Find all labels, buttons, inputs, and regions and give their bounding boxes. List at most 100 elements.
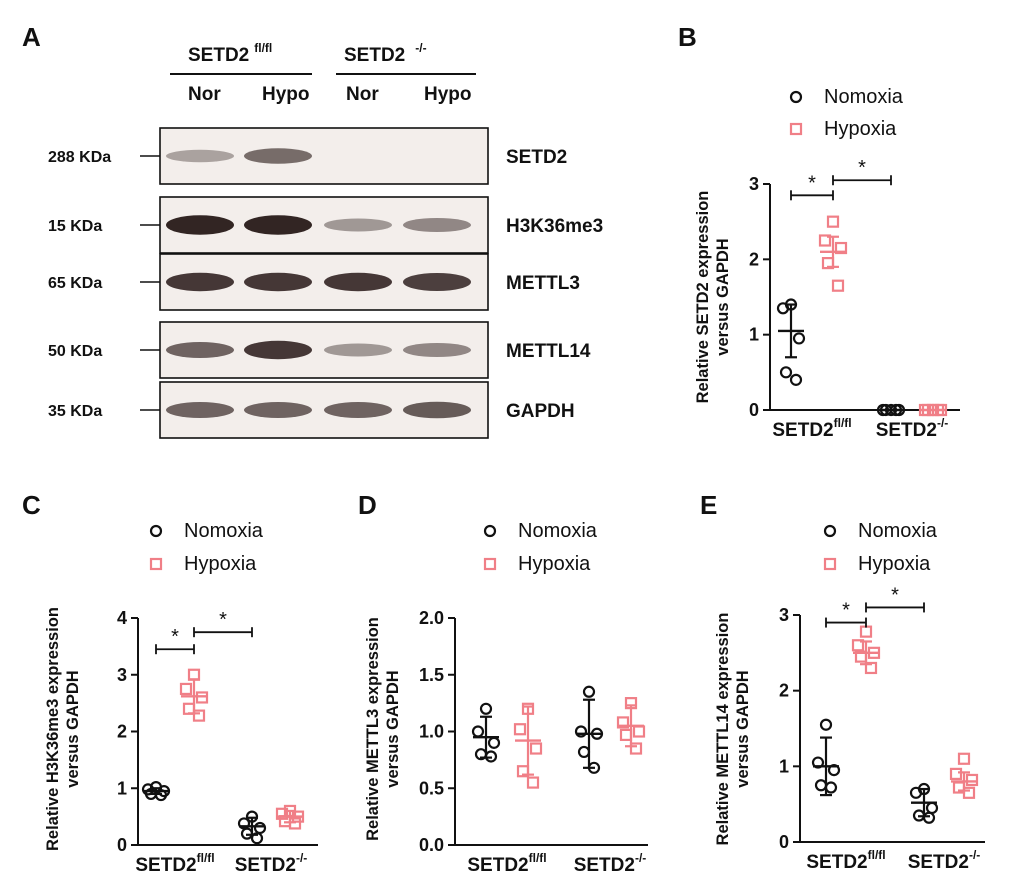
data-point-nomoxia bbox=[779, 366, 793, 379]
x-group-name: SETD2 bbox=[135, 855, 196, 876]
legend-label-nomoxia: Nomoxia bbox=[858, 520, 938, 542]
y-tick-label: 0 bbox=[117, 835, 127, 855]
data-point-hypoxia bbox=[867, 646, 881, 659]
y-axis-label: Relative METTL3 expression versus GAPDH bbox=[364, 617, 402, 841]
chart-b: B Nomoxia Hypoxia 0 1 2 3 Relative SETD2 expres… bbox=[678, 22, 960, 441]
blot-frame bbox=[159, 321, 489, 379]
data-point-hypoxia bbox=[291, 810, 305, 823]
y-axis-label: Relative SETD2 expression versus GAPDH bbox=[694, 191, 732, 404]
data-point-nomoxia bbox=[484, 750, 498, 763]
data-point-hypoxia bbox=[965, 773, 979, 787]
y-tick-label: 2 bbox=[117, 722, 127, 742]
blot-band bbox=[324, 343, 392, 357]
data-point-nomoxia bbox=[250, 832, 264, 845]
y-axis-label: Relative H3K36me3 expression versus GAPDH bbox=[44, 607, 82, 851]
panel-letter-a: A bbox=[22, 22, 41, 52]
panel-a: A SETD2 fl/fl SETD2 -/- Nor Hypo Nor Hypo … bbox=[22, 22, 603, 439]
x-group-name: SETD2 bbox=[806, 852, 867, 873]
y-axis-label-line-1: Relative METTL3 expression bbox=[364, 617, 382, 841]
y-tick-label: 3 bbox=[749, 174, 759, 194]
y-tick-label: 1 bbox=[117, 778, 127, 798]
kda-label: 65 KDa bbox=[48, 275, 102, 292]
data-point-nomoxia bbox=[819, 718, 833, 731]
data-point-hypoxia bbox=[275, 807, 289, 820]
lane-label-2: Hypo bbox=[262, 84, 310, 105]
y-tick-label: 0 bbox=[749, 400, 759, 420]
x-group-label: SETD2fl/fl bbox=[806, 848, 885, 873]
legend-label-hypoxia: Hypoxia bbox=[184, 553, 257, 575]
data-point-hypoxia bbox=[529, 742, 543, 755]
blot-row: 65 KDa METTL3 bbox=[48, 253, 580, 311]
data-point-nomoxia bbox=[792, 332, 806, 345]
data-point-nomoxia bbox=[909, 786, 923, 799]
blot-band bbox=[166, 272, 234, 292]
data-point-hypoxia bbox=[192, 709, 206, 722]
blot-row: 288 KDa SETD2 bbox=[48, 127, 567, 185]
data-point-hypoxia bbox=[854, 650, 868, 663]
y-axis-label-line-2: versus GAPDH bbox=[384, 670, 402, 787]
lane-label-3: Nor bbox=[346, 84, 379, 105]
y-tick-label: 2 bbox=[749, 249, 759, 269]
blot-band bbox=[244, 148, 312, 164]
data-point-hypoxia bbox=[619, 728, 633, 742]
legend-label-nomoxia: Nomoxia bbox=[184, 520, 264, 542]
x-group-label: SETD2fl/fl bbox=[772, 416, 851, 441]
legend-marker-hypoxia bbox=[149, 557, 163, 571]
blot-band bbox=[244, 340, 312, 360]
data-point-hypoxia bbox=[859, 625, 873, 638]
x-group-label: SETD2-/- bbox=[876, 416, 949, 441]
blot-row: 50 KDa METTL14 bbox=[48, 321, 591, 379]
data-point-hypoxia bbox=[949, 767, 963, 781]
data-point-nomoxia bbox=[789, 373, 803, 386]
data-point-hypoxia bbox=[179, 682, 193, 696]
chart-c: C Nomoxia Hypoxia 0 1 2 3 4 Relative H3K36me3 ex… bbox=[22, 490, 318, 876]
data-point-nomoxia bbox=[582, 685, 596, 698]
y-tick-label: 0.0 bbox=[419, 835, 444, 855]
panel-letter: E bbox=[700, 490, 717, 520]
data-point-hypoxia bbox=[526, 776, 540, 789]
data-point-nomoxia bbox=[154, 788, 168, 802]
y-tick-label: 1 bbox=[779, 756, 789, 776]
legend-marker-hypoxia bbox=[789, 122, 803, 136]
data-point-nomoxia bbox=[577, 745, 591, 759]
data-point-hypoxia bbox=[521, 702, 535, 715]
y-axis-label-line-1: Relative H3K36me3 expression bbox=[44, 607, 62, 851]
x-group-name: SETD2 bbox=[235, 855, 296, 876]
x-group-sup: fl/fl bbox=[529, 851, 547, 865]
significance-star: * bbox=[858, 157, 866, 179]
data-point-nomoxia bbox=[827, 764, 841, 777]
blot-band bbox=[244, 215, 312, 235]
x-group-name: SETD2 bbox=[467, 855, 528, 876]
x-group-label: SETD2-/- bbox=[235, 851, 308, 876]
data-point-hypoxia bbox=[834, 241, 848, 255]
y-tick-label: 1 bbox=[749, 325, 759, 345]
panel-letter: D bbox=[358, 490, 377, 520]
data-point-hypoxia bbox=[818, 234, 832, 247]
legend-marker-nomoxia bbox=[149, 524, 163, 538]
blot-band bbox=[166, 402, 234, 418]
kda-label: 15 KDa bbox=[48, 218, 102, 235]
kda-label: 35 KDa bbox=[48, 403, 102, 420]
blot-band bbox=[403, 401, 471, 419]
blot-band bbox=[403, 273, 471, 291]
lane-label-4: Hypo bbox=[424, 84, 472, 105]
blot-band bbox=[324, 402, 392, 418]
data-point-nomoxia bbox=[814, 779, 828, 792]
x-group-sup: -/- bbox=[296, 851, 307, 865]
panel-letter: C bbox=[22, 490, 41, 520]
data-point-hypoxia bbox=[288, 817, 302, 830]
protein-label: METTL14 bbox=[506, 341, 591, 362]
blot-band bbox=[166, 149, 234, 163]
protein-label: METTL3 bbox=[506, 273, 580, 294]
data-point-nomoxia bbox=[925, 801, 939, 815]
y-axis-label-line-2: versus GAPDH bbox=[714, 238, 732, 355]
data-point-hypoxia bbox=[513, 723, 527, 736]
x-group-sup: -/- bbox=[937, 416, 948, 430]
x-group-sup: fl/fl bbox=[868, 848, 886, 862]
data-point-hypoxia bbox=[962, 786, 976, 799]
legend-marker-hypoxia bbox=[823, 557, 837, 571]
y-tick-label: 0.5 bbox=[419, 778, 444, 798]
y-tick-label: 1.0 bbox=[419, 722, 444, 742]
legend-label-nomoxia: Nomoxia bbox=[518, 520, 598, 542]
